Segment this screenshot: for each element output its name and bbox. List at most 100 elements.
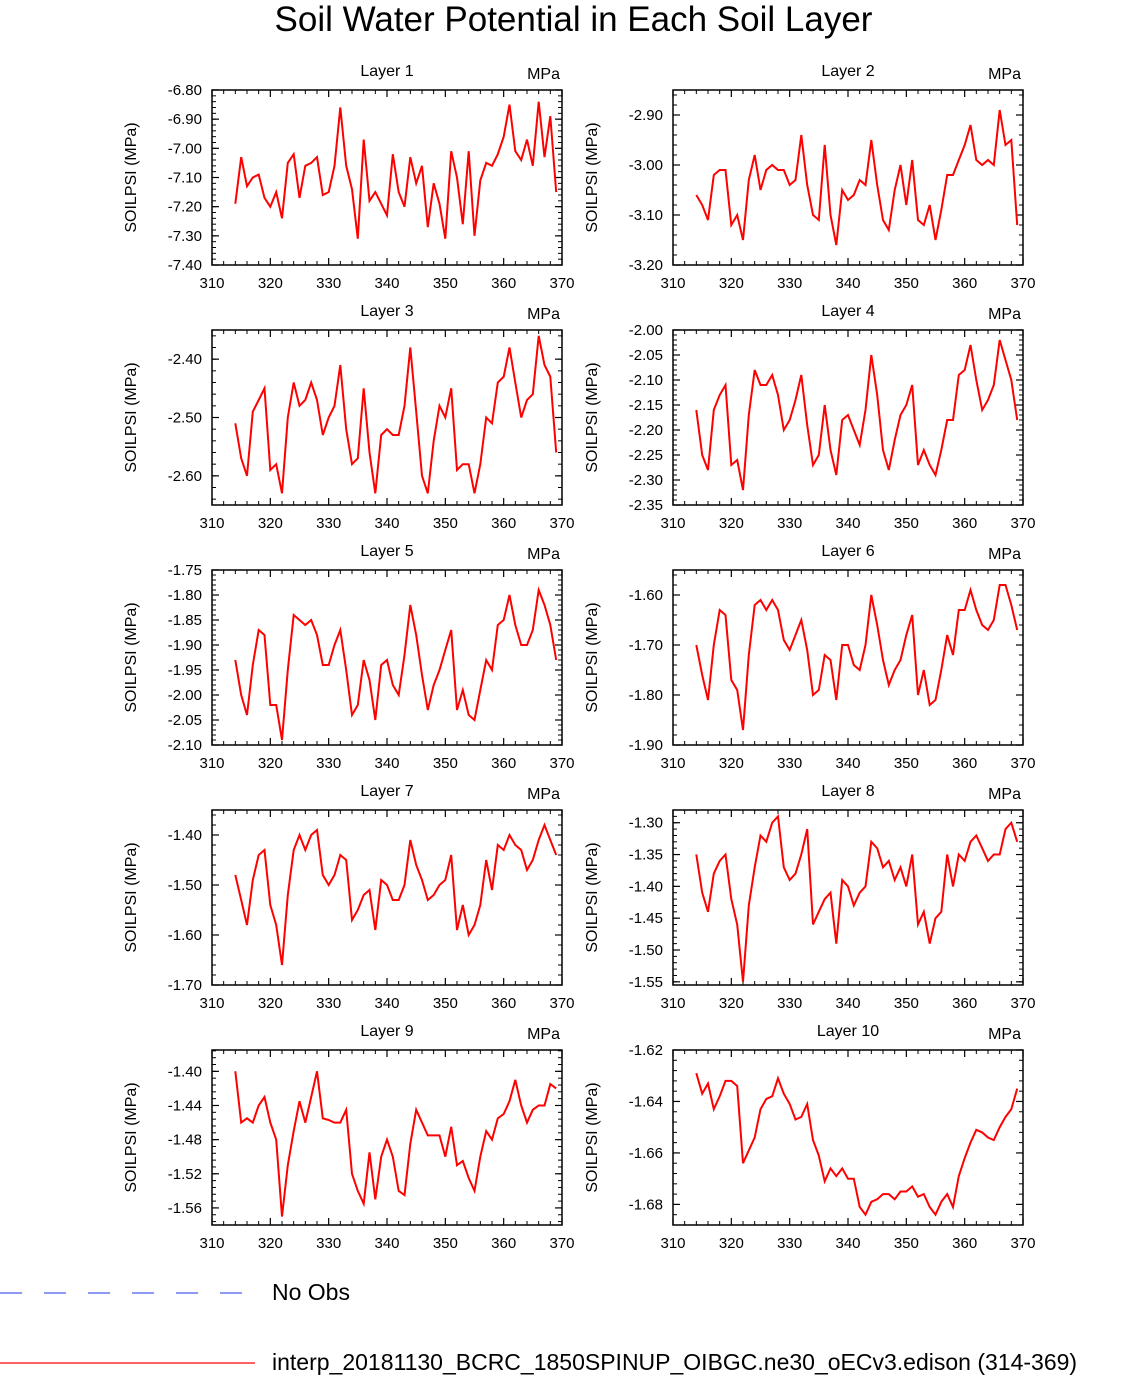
panel-2-xtick-label: 350 <box>894 275 919 292</box>
panel-10-title: Layer 10 <box>817 1023 879 1040</box>
panel-3-title: Layer 3 <box>360 303 413 320</box>
panel-5-xtick-label: 320 <box>258 755 283 772</box>
panel-3-units: MPa <box>527 306 560 323</box>
panel-10-ytick-label: -1.64 <box>629 1093 663 1110</box>
panel-8-xtick-label: 340 <box>835 995 860 1012</box>
panel-1-title: Layer 1 <box>360 63 413 80</box>
panel-6-xtick-label: 310 <box>660 755 685 772</box>
panel-4-xtick-label: 330 <box>777 515 802 532</box>
panel-4-xtick-label: 370 <box>1010 515 1035 532</box>
panel-8-xtick-label: 330 <box>777 995 802 1012</box>
panel-4-ytick-label: -2.15 <box>629 397 663 414</box>
panel-8-xtick-label: 370 <box>1010 995 1035 1012</box>
panel-1-ylabel: SOILPSI (MPa) <box>123 122 140 232</box>
panel-8-ytick-label: -1.30 <box>629 815 663 832</box>
panel-6-xtick-label: 350 <box>894 755 919 772</box>
panel-10-frame <box>672 1049 1024 1226</box>
panel-10-xtick-label: 330 <box>777 1235 802 1252</box>
panel-1-ytick-label: -7.40 <box>168 257 202 274</box>
panel-9-xtick-label: 310 <box>199 1235 224 1252</box>
panel-2-xtick-label: 330 <box>777 275 802 292</box>
panel-7-xtick-label: 320 <box>258 995 283 1012</box>
panel-4-ytick-label: -2.25 <box>629 447 663 464</box>
panel-4-xtick-label: 360 <box>952 515 977 532</box>
panel-1-xtick-label: 340 <box>374 275 399 292</box>
panel-3-ytick-label: -2.40 <box>168 351 202 368</box>
panel-9-xtick-label: 370 <box>549 1235 574 1252</box>
panel-7-xtick-label: 330 <box>316 995 341 1012</box>
panel-4-xtick-label: 350 <box>894 515 919 532</box>
panel-9-ytick-label: -1.40 <box>168 1063 202 1080</box>
panel-4-title: Layer 4 <box>821 303 874 320</box>
panel-2-xtick-label: 370 <box>1010 275 1035 292</box>
panel-6-title: Layer 6 <box>821 543 874 560</box>
panel-7-xtick-label: 340 <box>374 995 399 1012</box>
panel-10-xtick-label: 320 <box>719 1235 744 1252</box>
panel-3-xtick-label: 330 <box>316 515 341 532</box>
panel-4-ytick-label: -2.30 <box>629 472 663 489</box>
panel-5-units: MPa <box>527 546 560 563</box>
panel-6-xtick-label: 330 <box>777 755 802 772</box>
panel-2-xtick-label: 340 <box>835 275 860 292</box>
panel-5-ytick-label: -2.05 <box>168 712 202 729</box>
panel-5-ytick-label: -1.85 <box>168 612 202 629</box>
panel-6-xtick-label: 340 <box>835 755 860 772</box>
panel-8-ytick-label: -1.40 <box>629 878 663 895</box>
panel-1-ytick-label: -7.20 <box>168 199 202 216</box>
panel-9-xtick-label: 340 <box>374 1235 399 1252</box>
panel-4-xtick-label: 340 <box>835 515 860 532</box>
panel-4-series-line <box>695 339 1019 491</box>
panel-3-xtick-label: 360 <box>491 515 516 532</box>
panel-1-xtick-label: 330 <box>316 275 341 292</box>
panel-6-ytick-label: -1.90 <box>629 737 663 754</box>
panel-10-ylabel: SOILPSI (MPa) <box>584 1082 601 1192</box>
panel-2-units: MPa <box>988 66 1021 83</box>
panel-1-ytick-label: -6.80 <box>168 82 202 99</box>
panel-5-ytick-label: -2.00 <box>168 687 202 704</box>
panel-6-ytick-label: -1.70 <box>629 637 663 654</box>
panel-10-units: MPa <box>988 1026 1021 1043</box>
panel-6-xtick-label: 360 <box>952 755 977 772</box>
panel-8-frame <box>672 809 1024 986</box>
panel-9-ytick-label: -1.56 <box>168 1200 202 1217</box>
panel-1-series-line <box>234 101 558 239</box>
panel-3-xtick-label: 310 <box>199 515 224 532</box>
panel-5-title: Layer 5 <box>360 543 413 560</box>
panel-7-series-line <box>234 822 558 966</box>
page-title: Soil Water Potential in Each Soil Layer <box>274 0 873 39</box>
panel-1-xtick-label: 350 <box>433 275 458 292</box>
panel-3-xtick-label: 350 <box>433 515 458 532</box>
panel-2-xtick-label: 360 <box>952 275 977 292</box>
panel-2-xtick-label: 320 <box>719 275 744 292</box>
panel-9-title: Layer 9 <box>360 1023 413 1040</box>
panel-6-ylabel: SOILPSI (MPa) <box>584 602 601 712</box>
panel-2-xtick-label: 310 <box>660 275 685 292</box>
panel-9-units: MPa <box>527 1026 560 1043</box>
panel-7-ytick-label: -1.60 <box>168 927 202 944</box>
panel-1-xtick-label: 310 <box>199 275 224 292</box>
panel-1-xtick-label: 360 <box>491 275 516 292</box>
panel-7-ylabel: SOILPSI (MPa) <box>123 842 140 952</box>
panel-4-ytick-label: -2.00 <box>629 322 663 339</box>
panel-9-series-line <box>234 1071 557 1217</box>
panel-5-ytick-label: -2.10 <box>168 737 202 754</box>
panel-6-xtick-label: 320 <box>719 755 744 772</box>
panel-3-xtick-label: 320 <box>258 515 283 532</box>
panel-8-units: MPa <box>988 786 1021 803</box>
panel-1-ytick-label: -7.00 <box>168 140 202 157</box>
panel-3-series-line <box>234 335 558 494</box>
panel-4-xtick-label: 320 <box>719 515 744 532</box>
panel-10-ytick-label: -1.66 <box>629 1145 663 1162</box>
panel-6-series-line <box>695 584 1019 731</box>
panel-8-ytick-label: -1.50 <box>629 942 663 959</box>
panel-3-ytick-label: -2.50 <box>168 410 202 427</box>
panel-8-xtick-label: 310 <box>660 995 685 1012</box>
panel-6-frame <box>672 569 1024 746</box>
panel-10-xtick-label: 340 <box>835 1235 860 1252</box>
panel-4-ylabel: SOILPSI (MPa) <box>584 362 601 472</box>
panel-5-xtick-label: 350 <box>433 755 458 772</box>
panel-7-xtick-label: 310 <box>199 995 224 1012</box>
panel-10-xtick-label: 310 <box>660 1235 685 1252</box>
panel-3-frame <box>211 329 563 506</box>
panel-5-xtick-label: 370 <box>549 755 574 772</box>
